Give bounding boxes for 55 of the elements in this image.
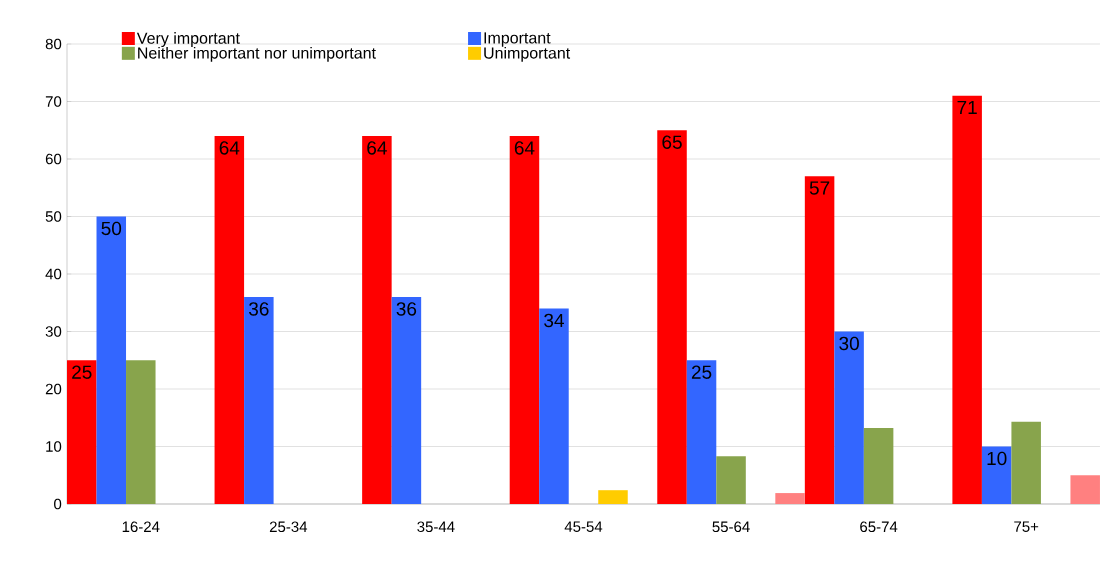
bar xyxy=(775,493,805,504)
legend-label: Unimportant xyxy=(484,46,571,62)
y-tick-label: 70 xyxy=(45,96,62,107)
y-tick-label: 60 xyxy=(45,153,62,165)
bar xyxy=(804,176,835,504)
data-label: 36 xyxy=(248,302,269,316)
bar xyxy=(981,446,1012,504)
bar xyxy=(598,490,628,504)
data-label: 71 xyxy=(957,100,977,115)
data-label: 64 xyxy=(219,141,240,155)
y-tick-label: 80 xyxy=(45,38,62,50)
y-tick-label: 40 xyxy=(45,268,62,280)
y-tick-label: 50 xyxy=(45,211,62,222)
bar xyxy=(67,360,97,504)
data-label: 30 xyxy=(839,336,859,351)
data-label: 25 xyxy=(691,365,712,379)
bar xyxy=(716,456,746,504)
x-tick-label: 35-44 xyxy=(417,521,455,533)
bar xyxy=(657,130,687,504)
x-tick-label: 16-24 xyxy=(122,521,160,533)
y-tick-label: 0 xyxy=(54,498,62,510)
legend-label: Important xyxy=(484,32,551,47)
y-tick-label: 10 xyxy=(46,441,62,452)
data-label: 64 xyxy=(367,141,387,155)
data-label: 36 xyxy=(396,302,417,316)
x-tick-label: 55-64 xyxy=(712,521,750,533)
data-label: 65 xyxy=(662,135,682,149)
data-label: 50 xyxy=(101,221,122,236)
data-label: 34 xyxy=(544,313,564,328)
bar xyxy=(214,136,245,504)
bar xyxy=(834,331,864,504)
bar xyxy=(1011,421,1041,504)
x-tick-label: 65-74 xyxy=(860,521,898,533)
bar xyxy=(863,428,894,504)
data-label: 10 xyxy=(987,451,1007,466)
bar xyxy=(362,136,392,504)
x-tick-label: 25-34 xyxy=(269,521,308,533)
x-tick-label: 45-54 xyxy=(564,521,603,532)
bar xyxy=(244,297,274,504)
bar xyxy=(686,360,717,504)
bar xyxy=(391,297,422,504)
bar xyxy=(1070,475,1100,504)
data-label: 57 xyxy=(809,181,830,195)
legend-label: Very important xyxy=(136,32,240,48)
bar xyxy=(509,136,540,504)
y-tick-label: 30 xyxy=(45,326,62,337)
bar xyxy=(96,216,127,504)
x-tick-label: 75+ xyxy=(1014,521,1039,532)
data-label: 64 xyxy=(514,141,535,155)
bar xyxy=(952,95,982,504)
y-tick-label: 20 xyxy=(45,383,62,395)
data-label: 25 xyxy=(72,365,92,379)
legend-label: Neither important nor unimportant xyxy=(138,46,376,62)
bar xyxy=(126,360,156,504)
bar xyxy=(539,308,569,504)
